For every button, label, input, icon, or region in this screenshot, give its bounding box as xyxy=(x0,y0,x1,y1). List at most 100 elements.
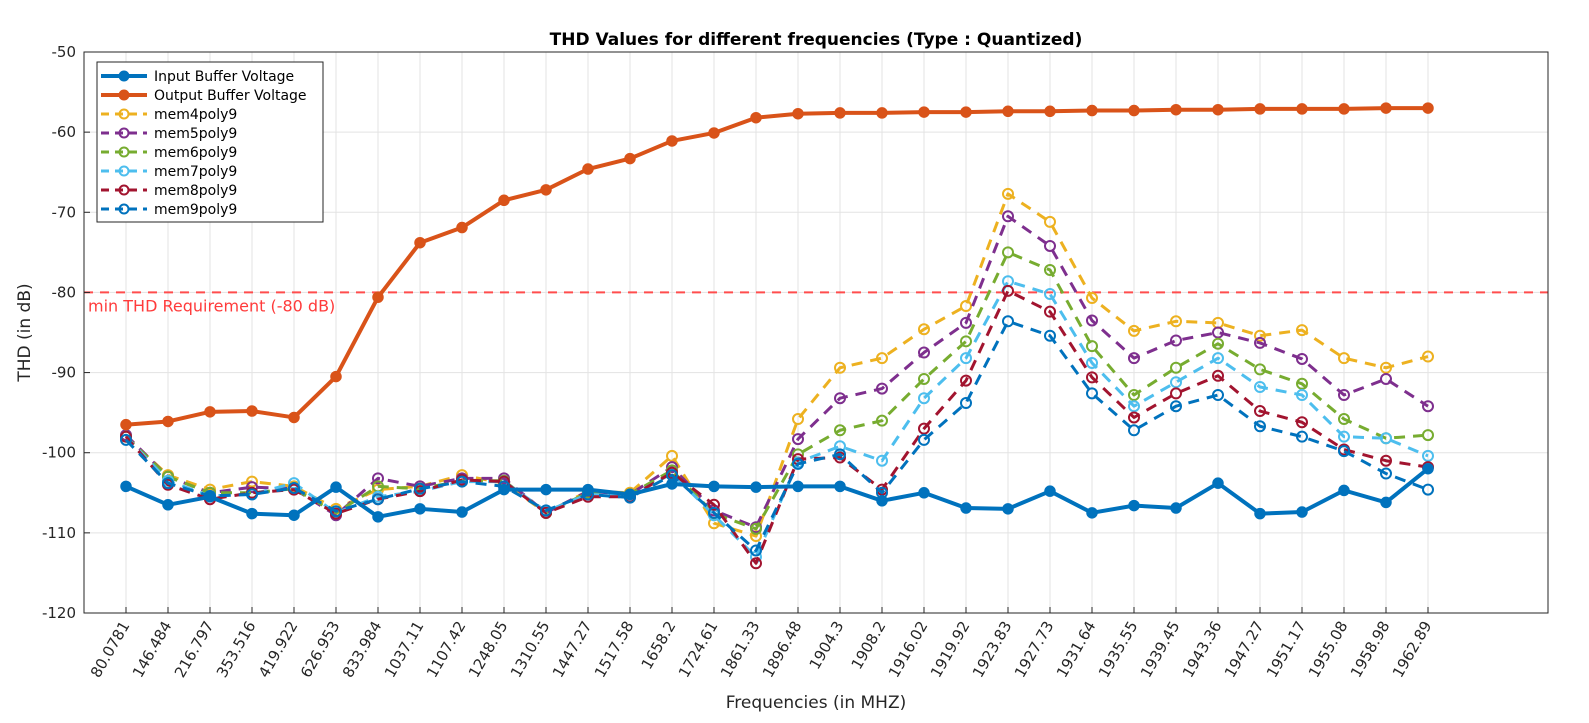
data-point xyxy=(1128,400,1140,413)
data-point xyxy=(1002,246,1014,259)
data-point xyxy=(1044,329,1056,342)
data-point xyxy=(1128,389,1140,402)
data-point xyxy=(876,382,888,395)
x-axis-label: Frequencies (in MHZ) xyxy=(726,693,906,713)
data-point xyxy=(1170,334,1182,347)
series-output-buffer-voltage xyxy=(120,102,1434,431)
data-point xyxy=(1296,389,1308,402)
data-point xyxy=(1254,363,1266,376)
data-point xyxy=(960,502,972,514)
data-point xyxy=(834,424,846,437)
y-tick-label: -100 xyxy=(42,444,76,462)
y-tick-label: -80 xyxy=(52,283,77,301)
data-point xyxy=(162,415,174,428)
data-point xyxy=(960,352,972,365)
legend-item-label: mem7poly9 xyxy=(154,164,237,180)
data-point xyxy=(960,106,972,118)
data-point xyxy=(750,530,762,543)
data-point xyxy=(372,291,384,303)
data-point xyxy=(582,163,594,175)
data-point xyxy=(1128,424,1140,437)
data-point xyxy=(666,135,678,147)
y-tick-label: -50 xyxy=(52,43,77,61)
data-point xyxy=(1002,210,1014,223)
data-point xyxy=(1002,187,1014,200)
data-point xyxy=(960,335,972,348)
data-point xyxy=(918,372,930,385)
data-point xyxy=(708,506,720,519)
data-point xyxy=(540,504,552,517)
data-point xyxy=(876,454,888,467)
data-point xyxy=(1338,445,1350,458)
data-point xyxy=(792,457,804,470)
data-point xyxy=(1212,369,1224,382)
legend-swatch-marker xyxy=(118,146,130,158)
data-point xyxy=(708,498,720,511)
y-tick-label: -120 xyxy=(42,604,76,622)
data-point xyxy=(1296,103,1308,115)
data-point xyxy=(246,481,258,494)
data-point xyxy=(918,346,930,359)
data-point xyxy=(792,433,804,446)
data-point xyxy=(876,107,888,119)
legend-swatch-marker xyxy=(118,70,130,82)
data-point xyxy=(834,480,846,493)
data-point xyxy=(876,352,888,365)
y-tick-label: -60 xyxy=(52,123,77,141)
legend-item-label: Output Buffer Voltage xyxy=(154,88,307,104)
data-point xyxy=(1002,105,1014,118)
data-point xyxy=(204,491,216,503)
data-point xyxy=(750,481,762,493)
data-point xyxy=(372,472,384,485)
data-point xyxy=(1128,499,1140,512)
data-point xyxy=(456,221,468,234)
legend-item-label: mem8poly9 xyxy=(154,183,237,199)
data-point xyxy=(1296,324,1308,337)
data-point xyxy=(414,482,426,495)
data-point xyxy=(456,506,468,518)
data-point xyxy=(1044,105,1056,118)
y-axis-label: THD (in dB) xyxy=(15,283,35,382)
data-point xyxy=(624,488,636,501)
data-point xyxy=(120,480,132,493)
y-tick-label: -110 xyxy=(42,524,76,542)
data-point xyxy=(792,413,804,426)
series-line xyxy=(124,319,1429,552)
data-point xyxy=(1086,292,1098,305)
data-point xyxy=(1086,104,1098,117)
data-point xyxy=(750,522,762,535)
series-line xyxy=(125,467,1430,519)
data-point xyxy=(456,475,468,488)
data-point xyxy=(1254,329,1266,342)
legend-swatch-marker xyxy=(118,203,130,215)
data-point xyxy=(120,433,132,446)
data-point xyxy=(918,392,930,405)
data-point xyxy=(1170,361,1182,374)
data-point xyxy=(1380,432,1392,445)
data-point xyxy=(1044,305,1056,318)
data-point xyxy=(372,511,384,523)
series-line xyxy=(125,106,1428,427)
data-point xyxy=(1380,454,1392,467)
data-point xyxy=(1170,103,1182,116)
legend-item-label: mem6poly9 xyxy=(154,145,237,161)
data-point xyxy=(708,127,720,139)
data-point xyxy=(960,316,972,329)
legend-swatch-marker xyxy=(118,184,130,196)
data-point xyxy=(1128,352,1140,365)
data-point xyxy=(1254,405,1266,418)
data-point xyxy=(204,406,216,418)
data-point xyxy=(1338,352,1350,365)
series-group xyxy=(120,102,1434,570)
y-axis-ticks: -50 -60 -70 -80 -90 -100 -110 -120 xyxy=(42,43,90,622)
data-point xyxy=(1002,503,1014,515)
data-point xyxy=(1338,413,1350,426)
legend-swatch-marker xyxy=(118,165,130,177)
data-point xyxy=(624,152,636,165)
data-point xyxy=(1212,352,1224,365)
data-point xyxy=(960,374,972,387)
data-point xyxy=(750,557,762,570)
data-point xyxy=(1422,462,1434,475)
plot-frame xyxy=(83,51,1549,614)
data-point xyxy=(162,477,174,490)
